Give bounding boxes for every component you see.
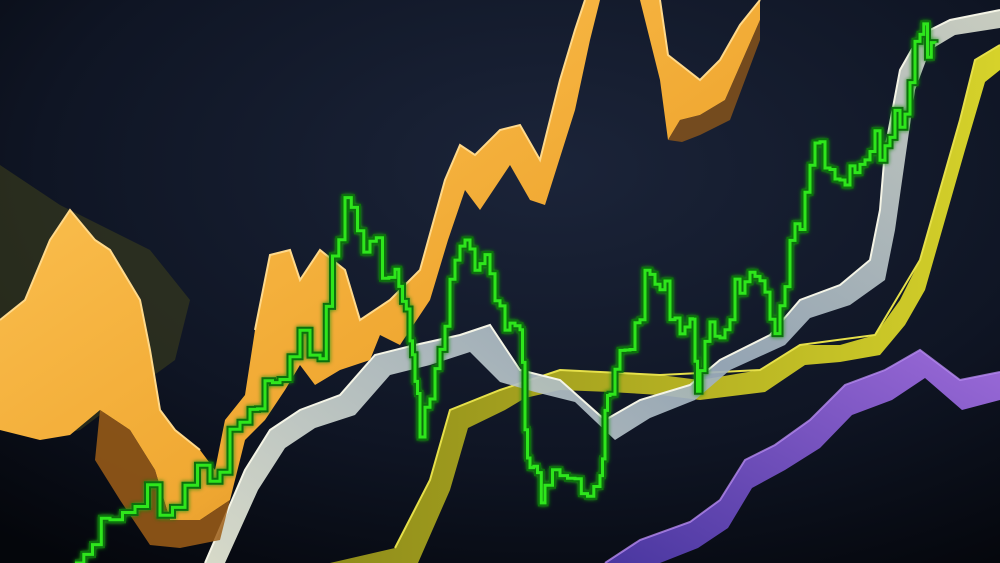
purple-series-ribbon <box>604 348 1000 563</box>
green-series-stepline <box>75 20 939 563</box>
orange-series-ribbon <box>0 0 761 548</box>
yellow-series-ribbon <box>330 44 1000 563</box>
green-stepline <box>75 22 937 563</box>
